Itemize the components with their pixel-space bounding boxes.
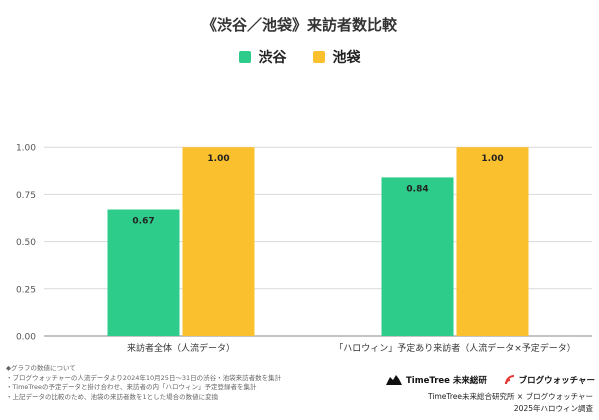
y-tick-label: 0.50	[16, 238, 36, 248]
legend: 渋谷 池袋	[0, 47, 599, 67]
footer-note-heading: ◆グラフの数値について	[6, 364, 76, 372]
footer-note-2: ・TimeTreeの予定データと掛け合わせ、来訪者の内「ハロウィン」予定登録者を…	[6, 383, 257, 391]
credit-line: TimeTree未来総合研究所 × ブログウォッチャー	[428, 392, 593, 401]
footer-notes: ◆グラフの数値について ・ブログウォッチャーの人流データより2024年10月25…	[6, 364, 376, 402]
chart-title: 《渋谷／池袋》来訪者数比較	[201, 16, 397, 34]
footer-note-1: ・ブログウォッチャーの人流データより2024年10月25日〜31日の渋谷・池袋来…	[6, 373, 282, 382]
brand-blogwatcher: ブログウォッチャー	[504, 374, 595, 386]
timetree-logo-icon	[386, 375, 402, 385]
bar-chart: 0.00 0.25 0.50 0.75 1.00 0.67 1.00 来訪者全体（人流データ）…	[16, 144, 592, 354]
bar	[381, 177, 454, 336]
brand-row: TimeTree 未来総研 ブログウォッチャー	[385, 374, 595, 386]
y-tick-label: 0.25	[16, 285, 36, 295]
brand-timetree: TimeTree 未来総研	[385, 374, 487, 386]
blogwatcher-logo-icon	[504, 375, 514, 385]
legend-item-ikebukuro: 池袋	[312, 47, 361, 67]
y-tick-label: 0.00	[16, 333, 36, 343]
legend-item-shibuya: 渋谷	[238, 47, 287, 67]
credit-year: 2025年ハロウィン調査	[513, 404, 593, 413]
footer-note-3: ・上記データの比較のため、池袋の来訪者数を1とした場合の数値に変換	[6, 392, 219, 401]
bar	[182, 147, 255, 336]
y-tick-label: 0.75	[16, 191, 36, 201]
brand-blogwatcher-label: ブログウォッチャー	[518, 376, 595, 386]
legend-label-ikebukuro: 池袋	[332, 50, 361, 66]
bar	[456, 147, 529, 336]
legend-swatch-shibuya	[238, 51, 251, 63]
bar	[107, 209, 180, 336]
bar-data-label: 1.00	[481, 154, 503, 164]
bar-data-label: 0.84	[406, 184, 428, 194]
bar-data-label: 0.67	[132, 217, 154, 227]
y-tick-label: 1.00	[16, 144, 36, 154]
x-tick-label: 「ハロウィン」予定あり来訪者（人流データ×予定データ）	[334, 342, 576, 354]
bar-data-label: 1.00	[207, 154, 229, 164]
x-tick-label: 来訪者全体（人流データ）	[127, 342, 235, 354]
brand-timetree-label: TimeTree 未来総研	[406, 376, 487, 386]
legend-label-shibuya: 渋谷	[258, 50, 287, 66]
legend-swatch-ikebukuro	[312, 51, 325, 63]
